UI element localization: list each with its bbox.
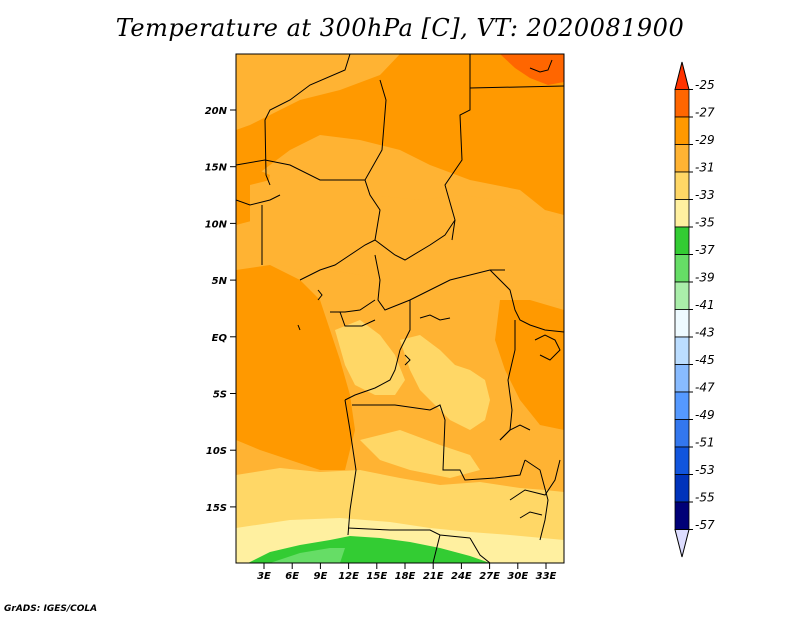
legend-swatch: [674, 364, 690, 393]
legend-swatch: [674, 336, 690, 365]
legend-label: -51: [695, 436, 715, 450]
legend-label: -49: [695, 408, 715, 422]
legend-swatch: [674, 501, 690, 530]
legend-swatch: [674, 171, 690, 200]
legend-label: -57: [695, 518, 715, 532]
lat-label: 20N: [205, 106, 228, 117]
lon-label: 12E: [338, 571, 359, 582]
band-m31-north-patch: [236, 54, 400, 130]
legend-swatch: [674, 144, 690, 173]
legend-label: -37: [695, 243, 715, 257]
legend-swatch: [674, 281, 690, 310]
legend-label: -41: [695, 298, 715, 312]
lon-label: 15E: [366, 571, 387, 582]
lat-label: 15S: [206, 503, 227, 514]
lon-label: 33E: [536, 571, 557, 582]
legend-swatch: [674, 446, 690, 475]
color-legend: -25 -27 -29 -31 -33 -35 -37 -39 -41 -43 -45 -47 -49 -…: [674, 61, 715, 558]
legend-label: -47: [695, 381, 715, 395]
legend-swatch: [674, 116, 690, 145]
lon-label: 3E: [257, 571, 271, 582]
longitude-axis: 3E 6E 9E 12E 15E 18E 21E 24E 27E 30E 33E: [257, 563, 557, 582]
band-m29-east: [495, 300, 564, 430]
legend-swatch: [674, 89, 690, 118]
lat-label: 10N: [205, 219, 228, 230]
lat-label: EQ: [212, 333, 228, 344]
borders: [236, 54, 564, 563]
legend-swatch: [674, 309, 690, 338]
band-m27-northeast: [500, 54, 564, 85]
lon-label: 24E: [451, 571, 472, 582]
lon-label: 6E: [285, 571, 299, 582]
legend-swatch: [674, 254, 690, 283]
legend-label: -27: [695, 106, 715, 120]
map-frame: [235, 53, 565, 564]
lat-label: 10S: [206, 446, 227, 457]
band-m33-central: [335, 320, 405, 395]
lon-label: 30E: [507, 571, 528, 582]
legend-swatch: [674, 391, 690, 420]
lon-label: 27E: [479, 571, 500, 582]
legend-label: -31: [695, 161, 715, 175]
legend-label: -55: [695, 491, 715, 505]
legend-label: -29: [695, 133, 715, 147]
legend-swatch: [674, 199, 690, 228]
legend-swatch: [674, 419, 690, 448]
legend-label: -39: [695, 271, 715, 285]
credit-text: GrADS: IGES/COLA: [4, 604, 98, 614]
band-m33-congo: [400, 335, 490, 430]
legend-label: -35: [695, 216, 715, 230]
band-m39: [270, 548, 345, 563]
band-m33-south-inner: [360, 430, 480, 478]
lat-label: 5N: [212, 276, 228, 287]
legend-label: -45: [695, 353, 715, 367]
legend-arrow-top: [674, 61, 690, 90]
legend-label: -53: [695, 463, 715, 477]
temperature-field: [236, 54, 564, 563]
band-m29-west: [236, 265, 355, 470]
latitude-axis: 20N 15N 10N 5N EQ 5S 10S 15S: [205, 106, 236, 514]
lat-label: 5S: [213, 390, 227, 401]
lat-label: 15N: [205, 163, 228, 174]
legend-arrow-bottom: [674, 529, 690, 558]
band-m31-sahel: [250, 175, 564, 300]
legend-label: -33: [695, 188, 715, 202]
lon-label: 21E: [423, 571, 444, 582]
legend-label: -25: [695, 78, 715, 92]
legend-swatch: [674, 226, 690, 255]
lon-label: 9E: [314, 571, 328, 582]
map-title: Temperature at 300hPa [C], VT: 202008190…: [115, 14, 685, 42]
lon-label: 18E: [395, 571, 416, 582]
legend-label: -43: [695, 326, 715, 340]
legend-swatch: [674, 474, 690, 503]
